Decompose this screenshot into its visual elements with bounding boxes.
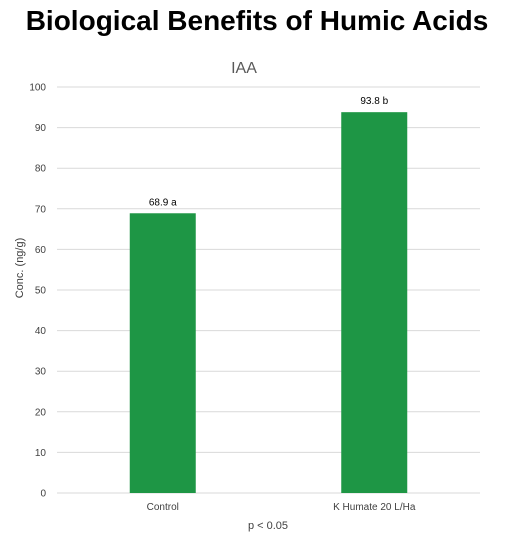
x-axis-ticks: Control K Humate 20 L/Ha [147,502,416,513]
y-tick-label: 0 [40,489,46,500]
x-tick-label: K Humate 20 L/Ha [333,502,416,513]
data-label-1: 93.8 b [360,96,388,107]
bar-0 [129,213,196,494]
data-label-0: 68.9 a [149,197,177,208]
y-axis-label: Conc. (ng/g) [14,238,26,299]
y-tick-label: 60 [35,245,47,256]
y-tick-label: 70 [35,204,47,215]
y-tick-label: 90 [35,123,47,134]
bars [129,112,408,494]
chart-title: IAA [231,60,257,77]
y-tick-label: 50 [35,286,47,297]
page-title: Biological Benefits of Humic Acids [25,5,489,36]
significance-note: p < 0.05 [248,520,288,532]
data-labels: 68.9 a 93.8 b [149,96,389,208]
gridlines [57,86,480,494]
y-tick-label: 80 [35,164,47,175]
bar-1 [341,112,408,493]
y-axis-ticks: 0 10 20 30 40 50 60 70 80 90 100 [29,83,46,500]
x-tick-label: Control [147,502,179,513]
y-tick-label: 30 [35,367,47,378]
y-tick-label: 100 [29,83,46,94]
y-tick-label: 40 [35,326,47,337]
y-tick-label: 20 [35,407,47,418]
y-tick-label: 10 [35,448,47,459]
